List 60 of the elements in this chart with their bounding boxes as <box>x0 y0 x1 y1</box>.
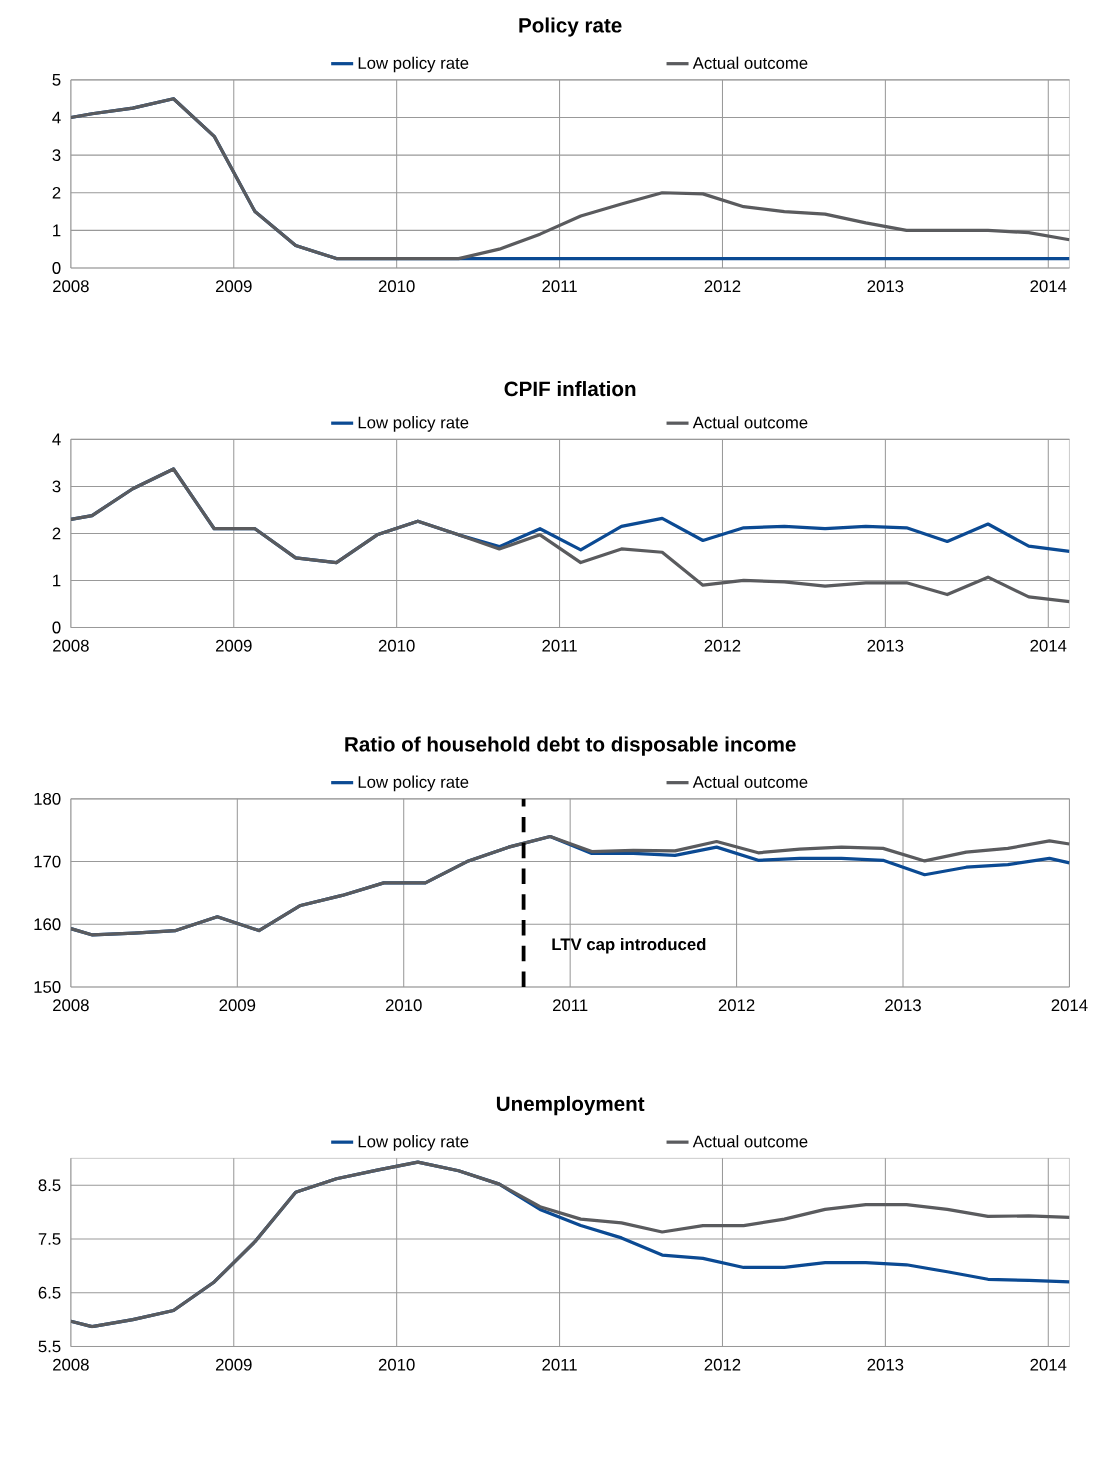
x-tick-label: 2013 <box>867 1358 904 1371</box>
x-tick-label: 2011 <box>553 999 588 1012</box>
x-tick-label: 2009 <box>216 1358 252 1371</box>
x-tick-label: 2012 <box>704 639 741 652</box>
legend-label: Actual outcome <box>692 1135 808 1148</box>
y-tick-label: 2 <box>52 527 61 540</box>
y-tick-label: 1 <box>53 224 61 237</box>
y-tick-label: 3 <box>52 149 61 162</box>
x-tick-label: 2008 <box>53 639 89 652</box>
x-tick-label: 2008 <box>53 1358 89 1371</box>
chart-title: Policy rate <box>519 17 622 37</box>
x-tick-label: 2010 <box>379 280 415 293</box>
y-tick-label: 0 <box>52 262 61 274</box>
legend-label: Low policy rate <box>358 775 469 792</box>
x-tick-label: 2008 <box>53 999 89 1012</box>
y-tick-label: 6.5 <box>38 1286 61 1299</box>
x-tick-label: 2013 <box>867 280 904 293</box>
x-tick-label: 2011 <box>542 639 577 652</box>
y-tick-label: 3 <box>52 480 61 493</box>
x-tick-label: 2009 <box>219 999 256 1012</box>
y-tick-label: 170 <box>34 855 61 868</box>
x-tick-label: 2010 <box>386 999 422 1012</box>
y-tick-label: 150 <box>34 981 61 993</box>
y-tick-label: 5.5 <box>38 1340 61 1353</box>
legend-label: Low policy rate <box>358 416 469 432</box>
x-tick-label: 2012 <box>704 280 741 293</box>
x-tick-label: 2009 <box>216 280 252 293</box>
x-tick-label: 2013 <box>867 639 904 652</box>
y-tick-label: 7.5 <box>38 1233 61 1245</box>
x-tick-label: 2012 <box>718 999 755 1012</box>
x-tick-label: 2014 <box>1030 639 1067 652</box>
y-tick-label: 4 <box>52 111 61 124</box>
x-tick-label: 2014 <box>1030 1358 1067 1371</box>
x-tick-label: 2010 <box>379 639 415 652</box>
x-tick-label: 2011 <box>542 280 577 293</box>
y-tick-label: 5 <box>52 74 61 86</box>
y-tick-label: 4 <box>52 433 61 446</box>
y-tick-label: 1 <box>53 574 61 587</box>
chart-title: Unemployment <box>497 1095 645 1116</box>
y-tick-label: 160 <box>34 918 61 931</box>
y-tick-label: 8.5 <box>38 1179 61 1192</box>
x-tick-label: 2014 <box>1030 280 1067 293</box>
y-tick-label: 2 <box>52 186 61 199</box>
legend-label: Low policy rate <box>358 56 469 73</box>
x-tick-label: 2012 <box>704 1358 741 1371</box>
ref-line-label: LTV cap introduced <box>552 937 706 954</box>
x-tick-label: 2011 <box>542 1358 577 1371</box>
chart-title: Ratio of household debt to disposable income <box>345 736 796 756</box>
chart-title: CPIF inflation <box>504 381 636 397</box>
x-tick-label: 2008 <box>53 280 89 293</box>
x-tick-label: 2009 <box>216 639 252 652</box>
x-tick-label: 2013 <box>885 999 922 1012</box>
legend-label: Actual outcome <box>692 775 808 788</box>
y-tick-label: 0 <box>52 621 61 634</box>
legend-label: Actual outcome <box>692 416 808 429</box>
legend-label: Low policy rate <box>358 1135 469 1151</box>
legend-label: Actual outcome <box>692 56 808 69</box>
x-tick-label: 2010 <box>379 1358 415 1371</box>
x-tick-label: 2014 <box>1051 999 1088 1012</box>
y-tick-label: 180 <box>34 792 61 805</box>
